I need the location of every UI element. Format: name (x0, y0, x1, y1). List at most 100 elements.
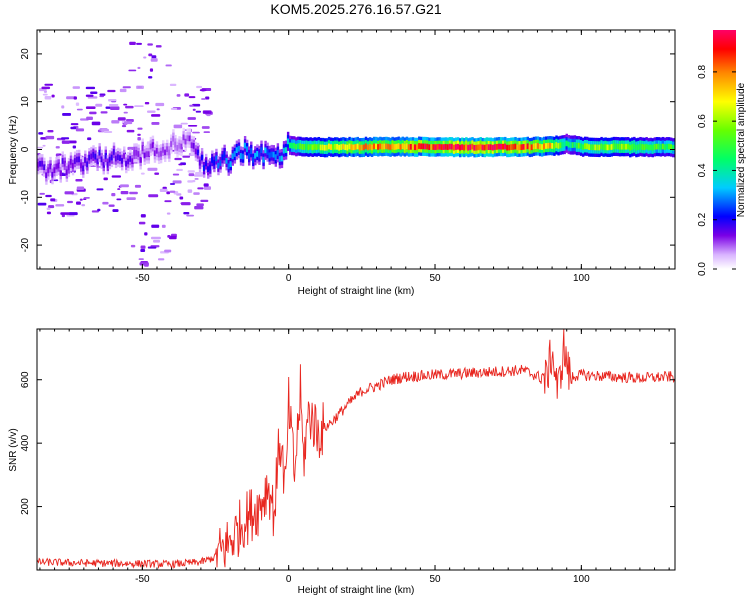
spectrogram-ridge-cell (493, 144, 497, 150)
spectrogram-ridge-cell (43, 164, 46, 171)
spectrogram-speckle (110, 106, 120, 110)
spectrogram-ridge-cell (88, 154, 91, 161)
spectrogram-speckle (85, 94, 94, 97)
spectrogram-speckle (123, 121, 133, 125)
spectrogram-speckle (192, 103, 201, 107)
spectrogram-speckle (51, 94, 55, 98)
spectrogram-ridge-cell (73, 158, 77, 164)
spectrogram-ridge-cell (485, 143, 489, 150)
spectrogram-speckle (60, 212, 70, 215)
spectrogram-ridge-cell (176, 145, 179, 151)
spectrogram-ridge-cell (596, 144, 599, 151)
spectrogram-speckle (199, 89, 207, 92)
spectrogram-ridge-cell (149, 143, 153, 150)
spectrogram-ridge-cell (499, 143, 503, 150)
spectrogram-ridge-cell (655, 143, 659, 150)
spectrogram-speckle (107, 89, 116, 93)
spectrogram-ridge-cell (559, 142, 562, 149)
spectrogram-ridge-cell (467, 144, 470, 151)
spectrogram-speckle (86, 116, 93, 121)
colorbar-gradient (713, 30, 736, 269)
spectrogram-speckle (44, 95, 52, 100)
spectrogram-ridge-cell (524, 143, 527, 150)
spectrogram-ridge-cell (422, 143, 425, 150)
spectrogram-speckle (165, 64, 172, 67)
spectrogram-ridge-cell (432, 144, 435, 150)
spectrogram-speckle (195, 110, 202, 113)
spectrogram-ridge-cell (567, 141, 570, 148)
spectrogram-speckle (140, 245, 146, 249)
spectrogram-ridge-cell (452, 144, 456, 151)
spectrogram-ridge-cell (489, 144, 493, 150)
spectrogram-speckle (155, 102, 165, 107)
spectrogram-ridge-cell (659, 144, 663, 150)
spectrogram-speckle (138, 258, 144, 261)
spectrogram-ridge-cell (51, 171, 54, 178)
spectrogram-ridge-cell (588, 144, 591, 151)
spectrogram-speckle (62, 112, 71, 116)
spectrogram-ridge-cell (211, 157, 214, 163)
colorbar-tick-label: 0.8 (697, 64, 708, 78)
spectrogram-speckle (201, 98, 206, 100)
spectrogram-speckle (166, 191, 171, 195)
spectrogram-ridge-cell (518, 144, 521, 151)
y-tick-label: 10 (20, 96, 31, 108)
spectrogram-ridge-cell (606, 144, 609, 151)
spectrogram-ridge-cell (444, 143, 448, 150)
spectrogram-speckle (48, 205, 55, 209)
spectrogram-speckle (70, 123, 79, 126)
spectrogram-ridge-cell (600, 143, 603, 150)
spectrogram-speckle (37, 202, 47, 206)
spectrogram-speckle (70, 126, 77, 130)
spectrogram-speckle (75, 179, 83, 182)
spectrogram-ridge-cell (94, 153, 97, 160)
spectrogram-ridge-cell (196, 149, 200, 156)
spectrogram-speckle (89, 111, 97, 115)
spectrogram-ridge-cell (551, 143, 554, 149)
spectrogram-speckle (76, 186, 85, 190)
spectrogram-ridge-cell (155, 147, 159, 154)
spectrogram-speckle (193, 174, 204, 177)
spectrogram-ridge-cell (311, 144, 314, 151)
colorbar-tick-label: 0.0 (697, 262, 708, 276)
spectrogram-ridge-cell (413, 144, 417, 151)
spectrogram-ridge-cell (635, 144, 638, 151)
spectrogram-speckle (173, 124, 183, 129)
spectrogram-ridge-cell (59, 170, 62, 176)
spectrogram-speckle (103, 177, 108, 181)
spectrogram-ridge-cell (502, 143, 505, 150)
spectrogram-speckle (37, 146, 44, 149)
spectrogram-ridge-cell (145, 151, 148, 158)
spectrogram-ridge-cell (583, 143, 587, 150)
spectrogram-ridge-cell (127, 158, 130, 165)
spectrogram-ridge-cell (469, 144, 472, 151)
spectrogram-ridge-cell (237, 145, 241, 152)
spectrogram-ridge-cell (139, 157, 142, 163)
spectrogram-ridge-cell (250, 148, 253, 154)
spectrogram-ridge-cell (569, 142, 573, 148)
spectrogram-ridge-cell (592, 144, 595, 151)
spectrogram-ridge-cell (223, 151, 226, 158)
spectrogram-speckle (176, 168, 183, 171)
spectrogram-speckle (123, 111, 128, 114)
spectrogram-ridge-cell (379, 143, 382, 150)
spectrogram-speckle (108, 99, 117, 102)
spectrogram-y-ticks: -20 -10 0 10 20 (20, 48, 675, 252)
spectrogram-ridge-cell (135, 149, 138, 156)
x-tick-label: 50 (429, 574, 441, 585)
spectrogram-ridge-cell (387, 143, 390, 150)
spectrogram-speckle (99, 95, 105, 98)
spectrogram-speckle (46, 211, 51, 215)
spectrogram-ridge-cell (520, 144, 523, 151)
spectrogram-ridge-cell (375, 143, 378, 150)
spectrogram-speckle (147, 167, 158, 171)
spectrogram-ridge-cell (649, 144, 652, 151)
spectrogram-speckle (126, 129, 135, 133)
spectrogram-speckle (203, 110, 210, 114)
spectrogram-speckle (169, 190, 176, 193)
spectrogram-ridge-cell (67, 164, 71, 171)
spectrogram-ridge-cell (553, 143, 556, 150)
spectrogram-speckle (192, 131, 200, 134)
spectrogram-speckle (38, 132, 44, 135)
